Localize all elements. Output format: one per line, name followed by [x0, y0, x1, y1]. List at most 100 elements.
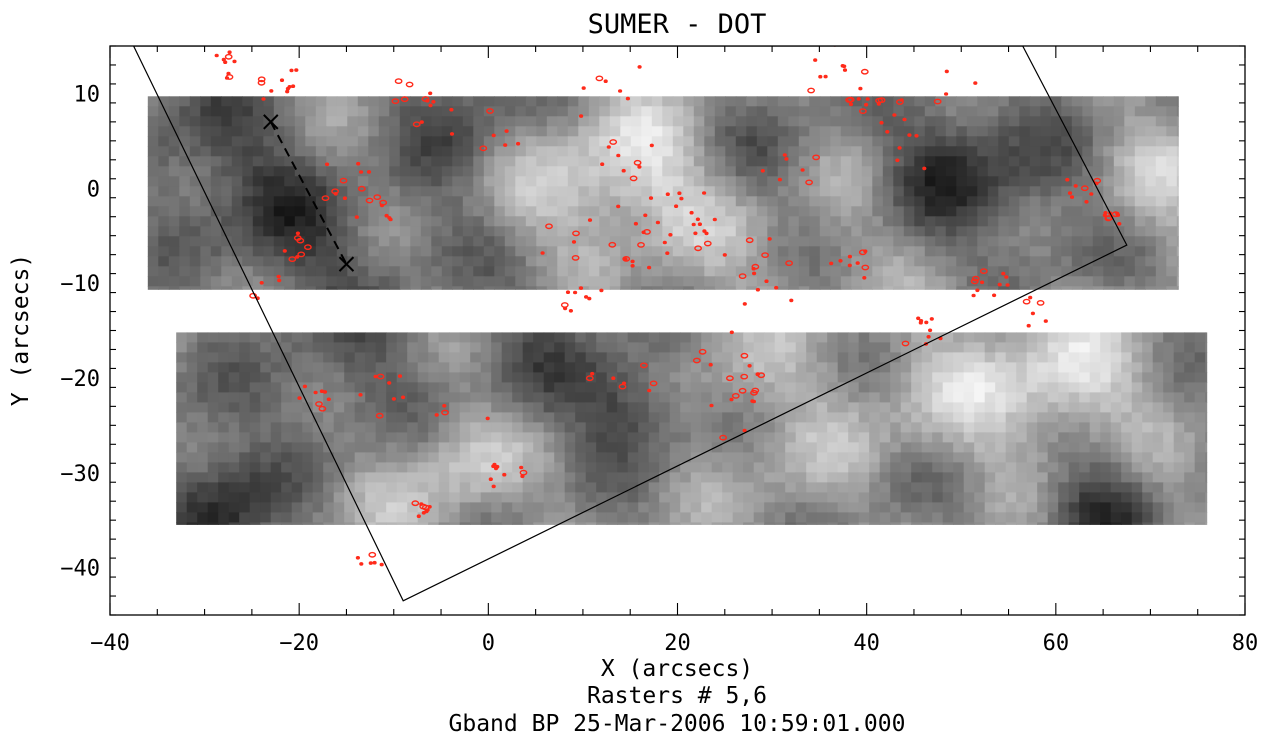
bright-point [764, 279, 769, 284]
bright-point [372, 560, 377, 565]
bright-point [859, 108, 867, 115]
bright-point [805, 179, 813, 186]
bright-point [907, 133, 912, 137]
bright-point [1028, 295, 1033, 300]
bright-point [832, 46, 838, 47]
bright-point [375, 412, 384, 419]
bright-point [858, 86, 863, 91]
bright-point [722, 253, 727, 257]
bright-point [365, 197, 374, 204]
bright-point [755, 287, 761, 292]
fov-outline [132, 46, 1128, 602]
x-axis-label: X (arcsecs) [601, 656, 753, 682]
x-tick-label: 40 [853, 631, 880, 656]
bright-point [630, 263, 635, 268]
bright-point [640, 362, 648, 369]
bright-point [257, 79, 266, 86]
bright-point [401, 395, 406, 400]
bright-point [259, 280, 264, 285]
bright-point [502, 472, 507, 477]
bright-point [515, 141, 521, 146]
bright-point [366, 170, 372, 174]
bright-point [761, 252, 769, 259]
bright-point [416, 514, 421, 519]
bright-point [703, 240, 712, 247]
bright-point [751, 271, 757, 276]
bright-point [991, 293, 997, 298]
bright-point [313, 390, 318, 395]
bright-point [892, 113, 897, 117]
bright-point [997, 282, 1002, 287]
slit-line [269, 121, 348, 265]
bright-point [630, 259, 635, 264]
bright-point [568, 308, 574, 313]
bright-point [971, 275, 980, 282]
bright-point [504, 129, 509, 133]
bright-point [740, 373, 749, 380]
bright-point [359, 170, 364, 174]
bright-point [434, 413, 439, 417]
bright-point [858, 249, 867, 256]
bright-point [412, 121, 421, 128]
bright-point [214, 53, 219, 58]
bright-point [621, 168, 626, 173]
bright-point [747, 363, 752, 368]
bright-point [689, 210, 694, 215]
bright-point [224, 53, 233, 60]
bright-point [842, 68, 848, 72]
bright-point [847, 263, 852, 268]
bright-point [702, 229, 707, 233]
bright-point [729, 330, 734, 335]
bright-point [943, 92, 949, 96]
y-tick-label: −30 [60, 462, 100, 487]
bright-point [295, 255, 300, 259]
bright-point [303, 244, 312, 251]
bright-point [227, 50, 232, 55]
bright-point [545, 223, 553, 230]
bright-point [583, 295, 589, 299]
bright-point [411, 500, 420, 507]
bright-point [902, 117, 907, 122]
bright-point [738, 273, 747, 279]
bright-point [729, 397, 734, 402]
bright-point [855, 261, 860, 265]
bright-point [823, 74, 828, 79]
bright-point [391, 98, 400, 105]
bright-point [731, 392, 740, 399]
bright-point [709, 403, 714, 408]
bright-point [916, 316, 921, 321]
bright-point [572, 230, 580, 237]
bright-point [354, 215, 359, 219]
bright-point [394, 78, 403, 85]
bright-point [279, 78, 285, 82]
bright-point [647, 388, 652, 393]
x-tick-label: 20 [664, 631, 691, 656]
bright-point [692, 357, 701, 364]
bright-point [221, 57, 226, 62]
bright-point [1030, 311, 1035, 316]
bright-point [633, 221, 639, 226]
bright-point [359, 562, 364, 566]
bright-point [419, 502, 424, 506]
bright-point [774, 285, 779, 290]
bright-point [646, 265, 652, 270]
subtitle-rasters: Rasters # 5,6 [587, 683, 767, 709]
bright-point [400, 96, 409, 103]
bright-point [838, 258, 843, 263]
bright-point [1036, 299, 1045, 306]
bright-point [751, 387, 760, 394]
bright-point [862, 275, 867, 280]
y-tick-label: −20 [60, 367, 100, 392]
bright-point [973, 81, 978, 85]
bright-point [668, 233, 673, 237]
chart-title: SUMER - DOT [588, 9, 767, 40]
bright-point [277, 278, 282, 283]
bright-point [755, 372, 760, 377]
bright-point [719, 434, 727, 441]
bright-point [322, 390, 328, 394]
bright-point [760, 169, 765, 173]
bright-point [637, 65, 642, 69]
bright-point [425, 98, 430, 103]
bright-point [929, 317, 934, 321]
bright-point [927, 328, 933, 333]
